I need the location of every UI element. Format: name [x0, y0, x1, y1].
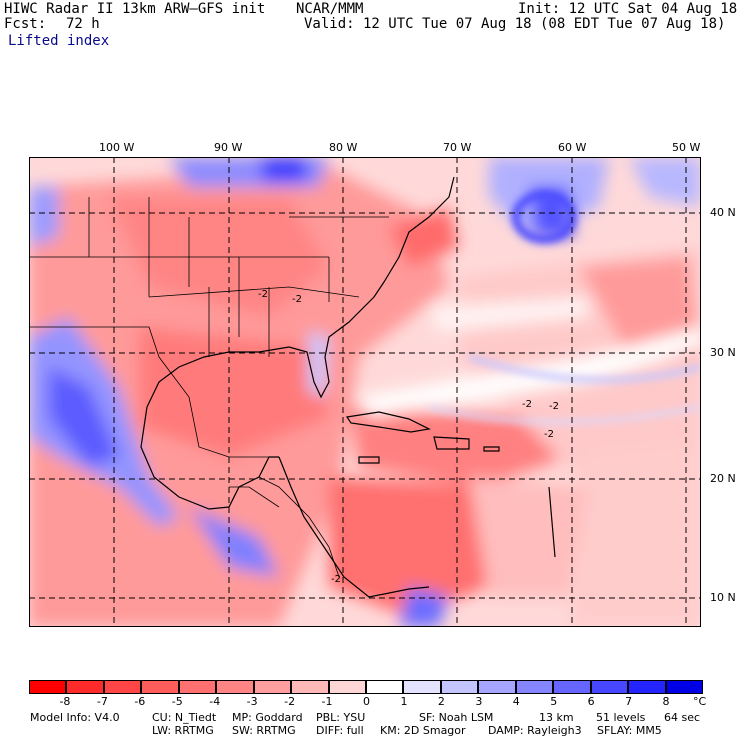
vertical-levels: 51 levels — [596, 711, 646, 724]
sflay-scheme: SFLAY: MM5 — [597, 724, 662, 737]
colorbar-swatch — [515, 680, 554, 694]
colorbar-swatch — [403, 680, 441, 694]
lon-label-100w: 100 W — [99, 141, 135, 154]
contour-label: -2 — [522, 399, 532, 410]
contour-label: -2 — [331, 574, 341, 585]
contour-label: -2 — [292, 294, 302, 305]
cu-scheme: CU: N_Tiedt — [152, 711, 217, 724]
colorbar-swatch — [178, 680, 217, 694]
lifted-index-map: -2 -2 -2 -2 -2 -2 — [29, 157, 701, 627]
lat-label-10n: 10 N — [710, 591, 736, 604]
sf-scheme: SF: Noah LSM — [419, 711, 494, 724]
contour-label: -2 — [258, 289, 268, 300]
model-title: HIWC Radar II 13km ARW–GFS init — [4, 1, 266, 17]
colorbar — [29, 680, 703, 694]
colorbar-tick-label: 1 — [400, 695, 408, 708]
colorbar-tick-label: -7 — [96, 695, 108, 708]
colorbar-tick-label: -4 — [209, 695, 221, 708]
lat-label-20n: 20 N — [710, 472, 736, 485]
lon-label-80w: 80 W — [329, 141, 358, 154]
colorbar-tick-label: 5 — [550, 695, 558, 708]
colorbar-swatch — [29, 680, 67, 694]
colorbar-swatch — [440, 680, 479, 694]
contour-label: -2 — [549, 401, 559, 412]
contour-label: -2 — [544, 429, 554, 440]
colorbar-tick-label: 2 — [437, 695, 445, 708]
colorbar-swatch — [366, 680, 404, 694]
pbl-scheme: PBL: YSU — [316, 711, 366, 724]
colorbar-tick-label: -5 — [171, 695, 183, 708]
lon-label-50w: 50 W — [672, 141, 701, 154]
lon-label-70w: 70 W — [443, 141, 472, 154]
time-step: 64 sec — [664, 711, 701, 724]
colorbar-swatch — [478, 680, 516, 694]
valid-time: Valid: 12 UTC Tue 07 Aug 18 (08 EDT Tue … — [304, 16, 726, 32]
colorbar-swatch — [328, 680, 366, 694]
coastlines — [140, 176, 556, 598]
forecast-hour: 72 h — [66, 16, 100, 32]
colorbar-swatch — [66, 680, 104, 694]
mp-scheme: MP: Goddard — [232, 711, 303, 724]
political-boundaries — [29, 197, 389, 578]
colorbar-tick-label: 0 — [363, 695, 370, 708]
init-time: Init: 12 UTC Sat 04 Aug 18 — [518, 1, 738, 17]
lon-label-90w: 90 W — [214, 141, 243, 154]
colorbar-tick-label: 7 — [625, 695, 633, 708]
colorbar-tick-label: -1 — [321, 695, 333, 708]
colorbar-tick-label: 4 — [512, 695, 520, 708]
colorbar-swatch — [553, 680, 591, 694]
colorbar-swatch — [103, 680, 142, 694]
km-scheme: KM: 2D Smagor — [380, 724, 466, 737]
colorbar-tick-label: 8 — [662, 695, 670, 708]
lw-scheme: LW: RRTMG — [152, 724, 214, 737]
sw-scheme: SW: RRTMG — [232, 724, 296, 737]
colorbar-swatch — [628, 680, 666, 694]
colorbar-swatch — [291, 680, 329, 694]
field-name: Lifted index — [8, 33, 110, 49]
colorbar-swatch — [590, 680, 629, 694]
map-frame — [29, 157, 701, 627]
colorbar-tick-label: -3 — [246, 695, 258, 708]
institution-label: NCAR/MMM — [296, 1, 364, 17]
colorbar-swatch — [253, 680, 292, 694]
colorbar-tick-label: -6 — [134, 695, 146, 708]
colorbar-tick-label: 6 — [587, 695, 595, 708]
damping: DAMP: Rayleigh3 — [488, 724, 582, 737]
colorbar-unit: °C — [693, 695, 707, 708]
colorbar-tick-label: 3 — [475, 695, 483, 708]
model-info: Model Info: V4.0 — [30, 711, 120, 724]
lat-label-30n: 30 N — [710, 346, 736, 359]
colorbar-swatch — [216, 680, 254, 694]
colorbar-swatch — [665, 680, 703, 694]
colorbar-tick-label: -2 — [284, 695, 296, 708]
lat-label-40n: 40 N — [710, 206, 736, 219]
colorbar-tick-label: -8 — [59, 695, 71, 708]
resolution: 13 km — [539, 711, 574, 724]
diffusion: DIFF: full — [316, 724, 364, 737]
lon-label-60w: 60 W — [558, 141, 587, 154]
colorbar-swatch — [141, 680, 179, 694]
forecast-label: Fcst: — [4, 16, 47, 32]
